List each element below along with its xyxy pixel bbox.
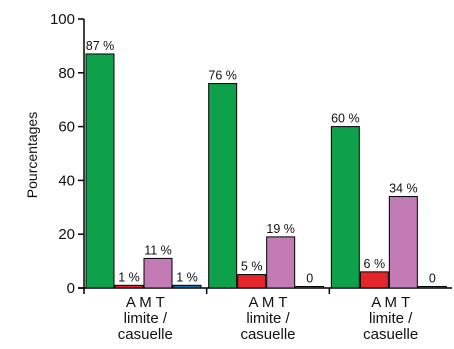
- bar-value-label: 34 %: [389, 182, 418, 196]
- bar-value-label: 11 %: [144, 243, 172, 257]
- category-label: casuelle: [240, 326, 295, 343]
- bar-value-label: 19 %: [266, 222, 295, 236]
- value-labels: 87 % 1 % 11 % 1 % 76 % 5 % 19 % 0 60 % 6 % 34 % 0: [86, 39, 436, 286]
- category-label: limite /: [246, 310, 290, 327]
- bar-value-label: 76 %: [208, 69, 237, 83]
- bar: [295, 286, 325, 289]
- bar-value-label: 87 %: [86, 39, 115, 53]
- bar: [388, 196, 418, 289]
- bar: [114, 284, 144, 289]
- bar: [143, 257, 173, 289]
- category-label: limite /: [124, 310, 168, 327]
- bar-value-label: 1 %: [176, 270, 198, 284]
- bar: [237, 274, 267, 289]
- bar-value-label: 6 %: [364, 257, 386, 271]
- y-tick-label: 40: [58, 172, 75, 189]
- category-label: limite /: [369, 310, 413, 327]
- bar-value-label: 5 %: [241, 260, 263, 274]
- bar-value-label: 0: [429, 272, 436, 286]
- bar: [266, 236, 296, 289]
- y-axis-label: Pourcentages: [24, 112, 40, 198]
- bar: [330, 126, 360, 289]
- bar: [359, 271, 389, 289]
- bars: [85, 53, 447, 289]
- bar: [172, 284, 202, 289]
- bar: [417, 286, 447, 289]
- y-tick-label: 0: [67, 280, 75, 297]
- category-label: casuelle: [118, 326, 173, 343]
- y-tick-label: 80: [58, 65, 75, 82]
- bar-value-label: 0: [306, 272, 313, 286]
- bar-value-label: 60 %: [331, 112, 360, 126]
- y-tick-label: 20: [58, 226, 75, 243]
- category-label: casuelle: [363, 326, 418, 343]
- category-label: A M T: [371, 294, 410, 311]
- bar-value-label: 1 %: [118, 270, 140, 284]
- y-tick-label: 100: [50, 11, 75, 28]
- bar: [208, 83, 238, 289]
- bar: [85, 53, 115, 289]
- category-label: A M T: [126, 294, 165, 311]
- category-label: A M T: [249, 294, 288, 311]
- y-tick-label: 60: [58, 119, 75, 136]
